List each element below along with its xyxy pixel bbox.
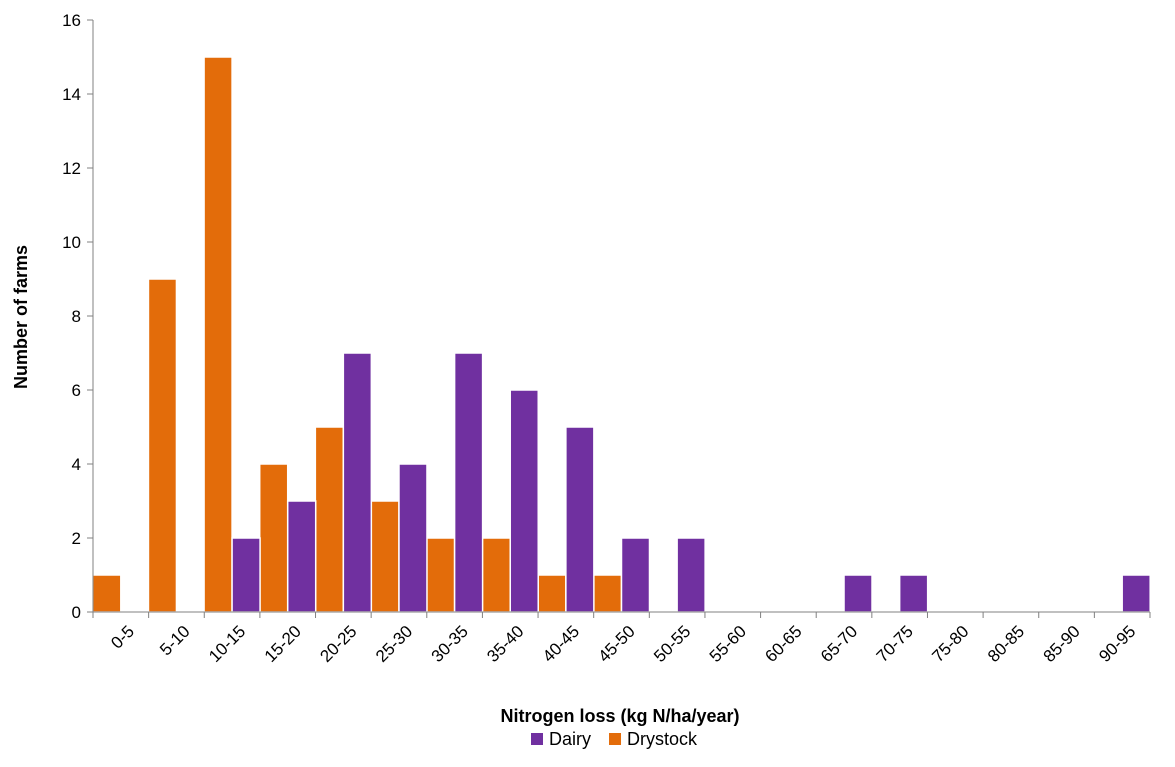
y-tick-label: 8 [72, 307, 81, 326]
bar-dairy-30-35 [453, 352, 484, 613]
x-tick-label: 70-75 [873, 622, 917, 666]
y-tick-label: 12 [62, 159, 81, 178]
x-tick-label: 45-50 [595, 622, 639, 666]
bar-dairy-90-95 [1121, 574, 1151, 613]
x-tick-label: 40-45 [539, 622, 583, 666]
legend-label-dairy: Dairy [549, 729, 591, 749]
legend-swatch-dairy [531, 733, 543, 745]
axes-layer [87, 19, 1151, 618]
bar-dairy-65-70 [843, 574, 873, 613]
x-tick-label: 55-60 [706, 622, 750, 666]
y-tick-label: 6 [72, 381, 81, 400]
x-tick-label: 20-25 [316, 622, 360, 666]
x-tick-label: 75-80 [928, 622, 972, 666]
bar-drystock-35-40 [481, 537, 511, 613]
bar-drystock-10-15 [203, 56, 233, 613]
x-tick-label: 80-85 [984, 622, 1028, 666]
x-tick-label: 10-15 [205, 622, 249, 666]
legend: Dairy Drystock [531, 729, 698, 749]
y-tick-label: 14 [62, 85, 81, 104]
x-tick-label: 5-10 [156, 622, 193, 659]
bar-dairy-45-50 [620, 537, 651, 613]
y-tick-label: 4 [72, 455, 81, 474]
bars-layer [92, 56, 1151, 613]
bar-drystock-30-35 [425, 537, 456, 613]
y-tick-label: 0 [72, 603, 81, 622]
y-tick-label: 10 [62, 233, 81, 252]
x-tick-label: 35-40 [483, 622, 527, 666]
y-tick-label: 16 [62, 11, 81, 30]
y-tick-label: 2 [72, 529, 81, 548]
x-axis-title: Nitrogen loss (kg N/ha/year) [500, 706, 739, 726]
x-tick-label: 65-70 [817, 622, 861, 666]
x-tick-label: 90-95 [1095, 622, 1139, 666]
x-tick-label: 50-55 [650, 622, 694, 666]
bar-drystock-15-20 [258, 463, 289, 613]
bar-drystock-0-5 [92, 574, 122, 613]
x-tick-label: 60-65 [761, 622, 805, 666]
bar-drystock-20-25 [314, 426, 345, 613]
bar-dairy-15-20 [286, 500, 317, 613]
x-tick-label: 85-90 [1040, 622, 1084, 666]
bar-dairy-70-75 [898, 574, 929, 613]
bar-dairy-50-55 [676, 537, 706, 613]
bar-dairy-25-30 [398, 463, 428, 613]
bar-dairy-40-45 [565, 426, 595, 613]
bar-drystock-5-10 [147, 278, 178, 613]
x-tick-label: 25-30 [372, 622, 416, 666]
x-tick-label: 15-20 [261, 622, 305, 666]
bar-drystock-45-50 [592, 574, 623, 613]
bar-dairy-35-40 [509, 389, 539, 613]
bar-dairy-20-25 [342, 352, 373, 613]
legend-label-drystock: Drystock [627, 729, 698, 749]
y-tick-labels: 0 2 4 6 8 10 12 14 16 [62, 11, 81, 622]
x-tick-labels: 0-5 5-10 10-15 15-20 20-25 25-30 30-35 35-40 40-… [107, 622, 1139, 666]
bar-drystock-40-45 [537, 574, 567, 613]
x-tick-label: 30-35 [428, 622, 472, 666]
x-tick-label: 0-5 [107, 622, 138, 653]
y-axis-title: Number of farms [11, 245, 31, 389]
legend-swatch-drystock [609, 733, 622, 745]
bar-drystock-25-30 [370, 500, 400, 613]
bar-dairy-10-15 [231, 537, 261, 613]
